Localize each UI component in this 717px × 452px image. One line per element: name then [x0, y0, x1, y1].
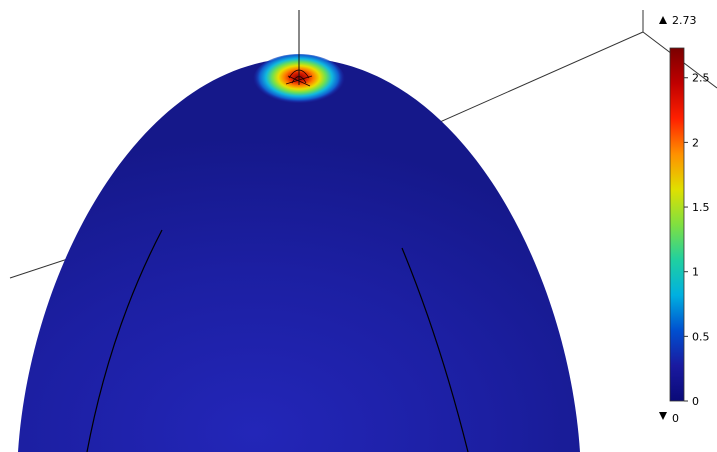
max-marker-icon — [659, 16, 667, 24]
colorbar-tick-label: 2 — [692, 136, 699, 149]
colorbar-max-label: 2.73 — [672, 14, 697, 27]
colorbar-gradient — [669, 47, 685, 402]
surface-body — [18, 58, 580, 452]
colorbar-tick-label: 2.5 — [692, 72, 710, 85]
color-legend: 2.73 2.5 2 1.5 1 0.5 0 0 — [659, 14, 710, 425]
surface-edge-right — [401, 247, 469, 452]
colorbar-min-label: 0 — [672, 412, 679, 425]
colorbar-tick-label: 1.5 — [692, 201, 710, 214]
colorbar-tick-label: 0 — [692, 395, 699, 408]
colorbar-ticks: 2.5 2 1.5 1 0.5 0 — [684, 72, 710, 408]
min-marker-icon — [659, 412, 667, 420]
colorbar-tick-label: 0.5 — [692, 330, 710, 343]
colorbar-tick-label: 1 — [692, 266, 699, 279]
surface-edge-left — [86, 229, 163, 452]
